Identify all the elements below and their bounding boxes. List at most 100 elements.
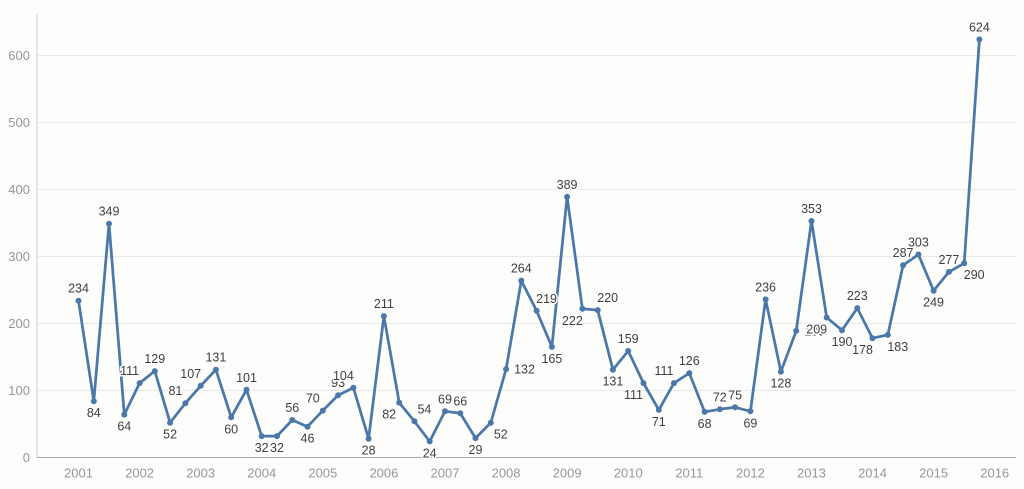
data-point[interactable]: [243, 386, 250, 393]
x-tick-label-2008: 2008: [492, 466, 521, 481]
data-point[interactable]: [808, 218, 815, 224]
data-point[interactable]: [671, 380, 677, 387]
data-label: 178: [852, 343, 873, 357]
data-label: 46: [301, 432, 315, 446]
data-point[interactable]: [915, 251, 922, 258]
data-label: 24: [423, 446, 437, 460]
data-point[interactable]: [900, 262, 907, 269]
data-label: 131: [205, 351, 226, 365]
data-label: 126: [679, 354, 700, 368]
data-point[interactable]: [212, 366, 219, 373]
data-label: 220: [597, 291, 618, 305]
data-point[interactable]: [930, 287, 937, 294]
data-point[interactable]: [548, 343, 555, 350]
data-point[interactable]: [732, 404, 739, 411]
data-point[interactable]: [442, 408, 448, 415]
data-point[interactable]: [182, 400, 189, 407]
data-label: 223: [847, 289, 868, 303]
data-point[interactable]: [762, 296, 769, 303]
x-tick-label-2001: 2001: [64, 466, 93, 481]
data-point[interactable]: [304, 423, 311, 430]
data-point[interactable]: [411, 418, 418, 425]
data-point[interactable]: [655, 406, 662, 413]
data-point[interactable]: [747, 408, 754, 415]
data-point[interactable]: [854, 305, 861, 312]
data-label: 56: [285, 401, 299, 415]
data-label: 190: [832, 335, 853, 349]
data-point[interactable]: [640, 380, 647, 387]
x-tick-label-2003: 2003: [186, 466, 215, 481]
data-point[interactable]: [518, 277, 525, 284]
data-point[interactable]: [594, 307, 601, 314]
data-point[interactable]: [396, 399, 403, 406]
x-tick-label-2004: 2004: [247, 466, 276, 481]
data-point[interactable]: [289, 417, 296, 423]
data-point[interactable]: [976, 36, 983, 43]
data-point[interactable]: [457, 410, 464, 417]
data-label: 93: [331, 376, 345, 390]
data-point[interactable]: [869, 335, 876, 342]
data-point[interactable]: [839, 327, 845, 334]
data-point[interactable]: [274, 433, 280, 440]
data-point[interactable]: [350, 384, 357, 391]
data-point[interactable]: [228, 414, 235, 421]
y-tick-label: 600: [8, 48, 30, 63]
data-point[interactable]: [426, 438, 433, 445]
data-label: 72: [713, 390, 727, 404]
data-point[interactable]: [319, 407, 326, 414]
x-tick-label-2010: 2010: [614, 466, 643, 481]
data-point[interactable]: [793, 327, 800, 334]
data-point[interactable]: [106, 220, 112, 227]
data-point[interactable]: [335, 392, 342, 399]
data-point[interactable]: [380, 313, 387, 320]
data-point[interactable]: [716, 406, 723, 413]
data-label: 60: [224, 422, 238, 436]
data-point[interactable]: [197, 382, 204, 389]
x-tick-label-2007: 2007: [431, 466, 460, 481]
data-point[interactable]: [961, 260, 968, 267]
data-point[interactable]: [121, 411, 128, 418]
data-point[interactable]: [472, 435, 479, 442]
data-label: 68: [698, 417, 712, 431]
data-point[interactable]: [686, 370, 693, 377]
data-point[interactable]: [777, 368, 784, 375]
data-point[interactable]: [136, 380, 143, 387]
series-line: [77, 38, 981, 443]
data-point[interactable]: [258, 433, 265, 440]
data-label: 54: [417, 402, 431, 416]
x-tick-label-2006: 2006: [369, 466, 398, 481]
data-label: 84: [87, 406, 101, 420]
data-point[interactable]: [823, 314, 830, 321]
data-point[interactable]: [75, 297, 82, 304]
data-label: 277: [938, 253, 959, 267]
data-label: 129: [144, 352, 165, 366]
data-label: 209: [806, 323, 827, 337]
data-label: 82: [382, 408, 396, 422]
data-point[interactable]: [625, 348, 632, 354]
data-label: 159: [618, 332, 639, 346]
data-point[interactable]: [609, 366, 616, 373]
data-point[interactable]: [945, 268, 952, 275]
y-tick-label: 0: [23, 450, 30, 465]
data-label: 128: [770, 377, 791, 391]
data-point[interactable]: [90, 398, 97, 405]
data-label: 111: [654, 364, 673, 378]
data-point[interactable]: [564, 193, 571, 200]
data-point[interactable]: [365, 435, 372, 442]
data-point[interactable]: [487, 419, 494, 426]
data-label: 69: [438, 392, 452, 406]
data-label: 64: [117, 420, 131, 434]
data-label: 132: [514, 363, 535, 377]
data-point[interactable]: [579, 305, 586, 312]
data-point[interactable]: [533, 307, 540, 314]
data-point[interactable]: [151, 368, 158, 375]
data-point[interactable]: [884, 331, 891, 338]
data-label: 111: [120, 364, 139, 378]
data-point[interactable]: [701, 408, 708, 415]
y-tick-label: 100: [8, 383, 30, 398]
data-point[interactable]: [503, 366, 510, 373]
data-label: 107: [180, 367, 201, 381]
data-label: 349: [99, 205, 120, 219]
data-point[interactable]: [167, 419, 174, 426]
